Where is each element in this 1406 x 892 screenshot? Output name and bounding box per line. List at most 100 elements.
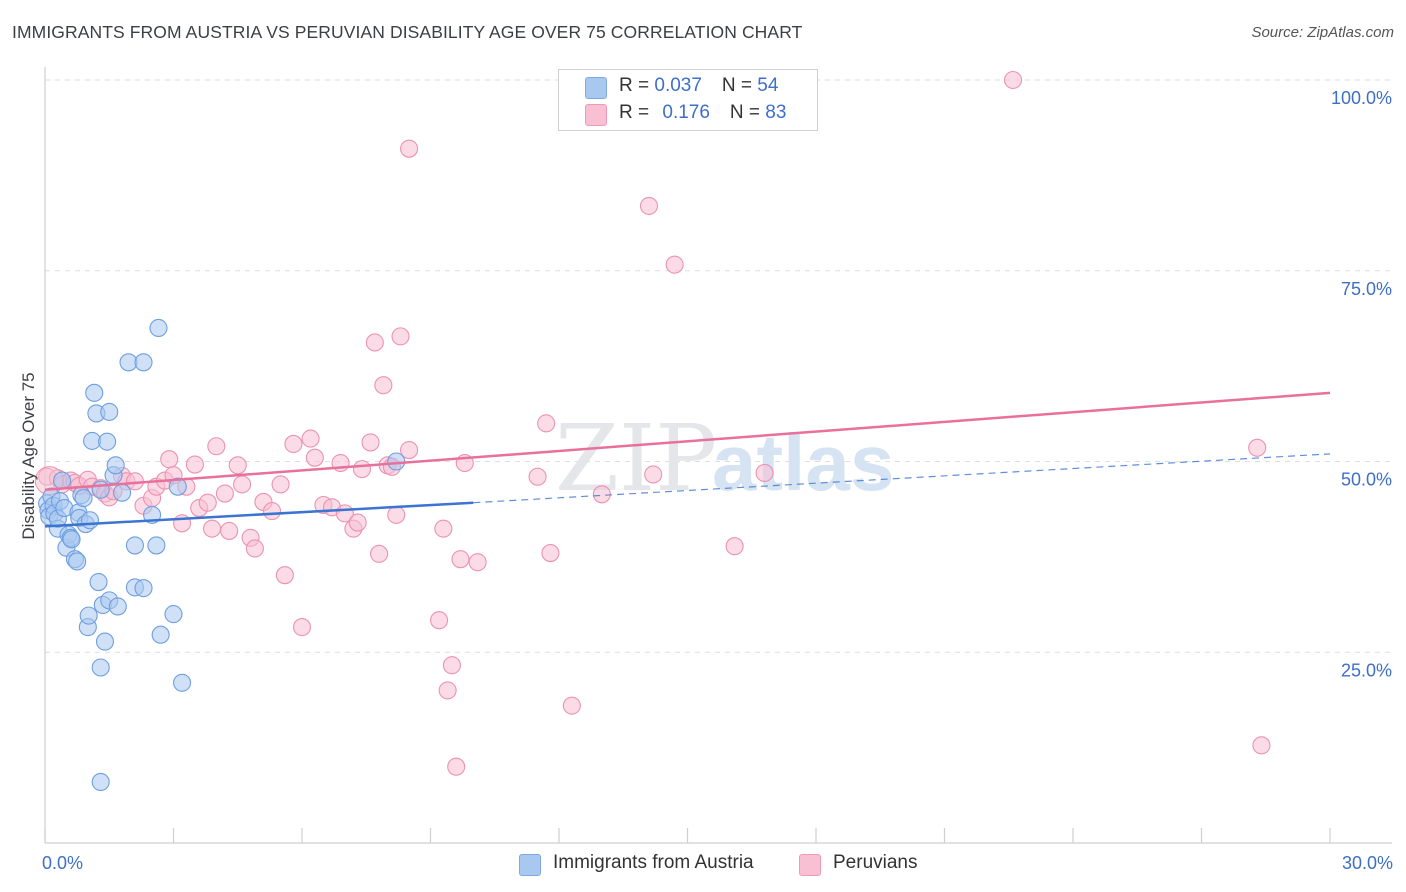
peruvians-point-78 xyxy=(755,463,774,482)
peruvians-point-66 xyxy=(468,553,487,572)
y-tick-label-3: 100.0% xyxy=(1331,88,1392,108)
austria-point-29 xyxy=(91,658,110,677)
austria-point-52 xyxy=(91,772,110,792)
peruvians-point-62 xyxy=(442,656,461,675)
austria-point-19 xyxy=(74,489,93,508)
peruvians-point-39 xyxy=(292,618,312,637)
austria-point-27 xyxy=(89,573,108,592)
austria-point-43 xyxy=(134,579,153,598)
legend-label-peruvians: Peruvians xyxy=(833,852,918,873)
peruvians-point-80 xyxy=(1248,438,1267,457)
y-tick-label-1: 50.0% xyxy=(1341,470,1392,490)
x-tick-label-1: 30.0% xyxy=(1342,853,1393,873)
peruvians-point-55 xyxy=(387,505,406,524)
peruvians-trend-line xyxy=(44,391,1331,491)
austria-point-34 xyxy=(100,402,119,421)
x-tick-label-0: 0.0% xyxy=(42,853,83,873)
peruvians-point-47 xyxy=(348,513,367,532)
peruvians-point-57 xyxy=(400,139,419,158)
peruvians-point-26 xyxy=(203,519,222,538)
y-axis-label: Disability Age Over 75 xyxy=(19,372,38,539)
austria-trend-line xyxy=(44,501,474,528)
peruvians-point-29 xyxy=(220,521,239,540)
austria-point-46 xyxy=(149,318,168,338)
austria-point-25 xyxy=(85,383,104,402)
n-value-peruvians: 83 xyxy=(765,102,787,123)
peruvians-point-40 xyxy=(301,429,320,448)
peruvians-point-59 xyxy=(430,611,449,630)
austria-point-45 xyxy=(147,536,166,555)
source-label: Source: ZipAtlas.com xyxy=(1251,24,1394,41)
watermark-zip: ZIP xyxy=(555,405,717,512)
peruvians-point-64 xyxy=(451,550,470,569)
peruvians-point-67 xyxy=(528,467,547,486)
austria-point-47 xyxy=(151,625,170,644)
austria-point-32 xyxy=(98,432,117,451)
legend-label-austria: Immigrants from Austria xyxy=(553,852,754,873)
peruvians-point-49 xyxy=(361,433,380,452)
n-value-austria: 54 xyxy=(757,75,779,96)
stats-legend: R = 0.037 N = 54 R = 0.176 N = 83 xyxy=(558,69,818,131)
peruvians-point-35 xyxy=(262,502,282,521)
austria-point-40 xyxy=(125,536,144,555)
austria-point-13 xyxy=(62,530,81,549)
y-tick-label-0: 25.0% xyxy=(1341,660,1392,680)
peruvians-point-81 xyxy=(1252,736,1271,755)
grid-lines xyxy=(45,79,1392,653)
peruvians-point-79 xyxy=(1003,70,1023,90)
peruvians-point-58 xyxy=(400,441,419,460)
austria-point-15 xyxy=(68,552,87,571)
austria-points xyxy=(38,318,406,792)
peruvians-point-63 xyxy=(447,757,466,776)
peruvians-point-60 xyxy=(434,519,453,538)
austria-point-31 xyxy=(95,632,115,651)
legend-swatch-peruvians xyxy=(585,104,607,126)
peruvians-point-70 xyxy=(562,696,581,715)
peruvians-point-48 xyxy=(352,460,372,479)
austria-point-51 xyxy=(387,452,406,471)
peruvians-point-36 xyxy=(271,475,290,494)
peruvians-points xyxy=(34,70,1271,776)
peruvians-point-75 xyxy=(665,255,684,274)
peruvians-point-30 xyxy=(228,456,247,475)
peruvians-point-68 xyxy=(537,414,556,433)
tick-labels: 25.0% 50.0% 75.0% 100.0% 0.0% 30.0% xyxy=(42,88,1393,873)
chart-title: IMMIGRANTS FROM AUSTRIA VS PERUVIAN DISA… xyxy=(12,22,803,42)
austria-point-48 xyxy=(164,605,183,624)
r-value-austria: 0.037 xyxy=(654,75,702,96)
trend-lines xyxy=(44,391,1331,528)
austria-point-42 xyxy=(134,353,153,372)
peruvians-point-27 xyxy=(207,437,226,456)
peruvians-point-23 xyxy=(185,455,204,474)
austria-point-36 xyxy=(106,456,125,475)
peruvians-point-69 xyxy=(541,544,560,563)
austria-point-53 xyxy=(53,471,72,490)
peruvians-point-76 xyxy=(725,537,744,556)
austria-point-22 xyxy=(79,606,98,625)
peruvians-point-25 xyxy=(198,493,217,512)
austria-point-24 xyxy=(83,431,102,450)
peruvians-point-19 xyxy=(160,450,179,469)
peruvians-point-50 xyxy=(365,333,384,352)
peruvians-point-38 xyxy=(284,434,303,454)
series-legend: Immigrants from Austria Peruvians xyxy=(0,852,1406,878)
austria-point-50 xyxy=(173,673,192,692)
legend-swatch-peruvians xyxy=(799,854,821,876)
peruvians-point-41 xyxy=(305,448,324,467)
peruvians-point-33 xyxy=(245,539,264,558)
peruvians-point-71 xyxy=(592,485,611,504)
peruvians-point-52 xyxy=(374,376,393,395)
peruvians-point-61 xyxy=(438,681,457,700)
austria-point-37 xyxy=(108,597,127,616)
austria-point-23 xyxy=(80,511,100,530)
legend-swatch-austria xyxy=(585,77,607,99)
r-value-peruvians: 0.176 xyxy=(662,102,710,123)
peruvians-point-28 xyxy=(215,484,234,503)
y-tick-label-2: 75.0% xyxy=(1341,279,1392,299)
austria-point-28 xyxy=(91,480,110,499)
peruvians-point-37 xyxy=(275,566,294,585)
legend-swatch-austria xyxy=(519,854,541,876)
peruvians-point-74 xyxy=(644,465,663,484)
peruvians-point-73 xyxy=(639,196,659,215)
